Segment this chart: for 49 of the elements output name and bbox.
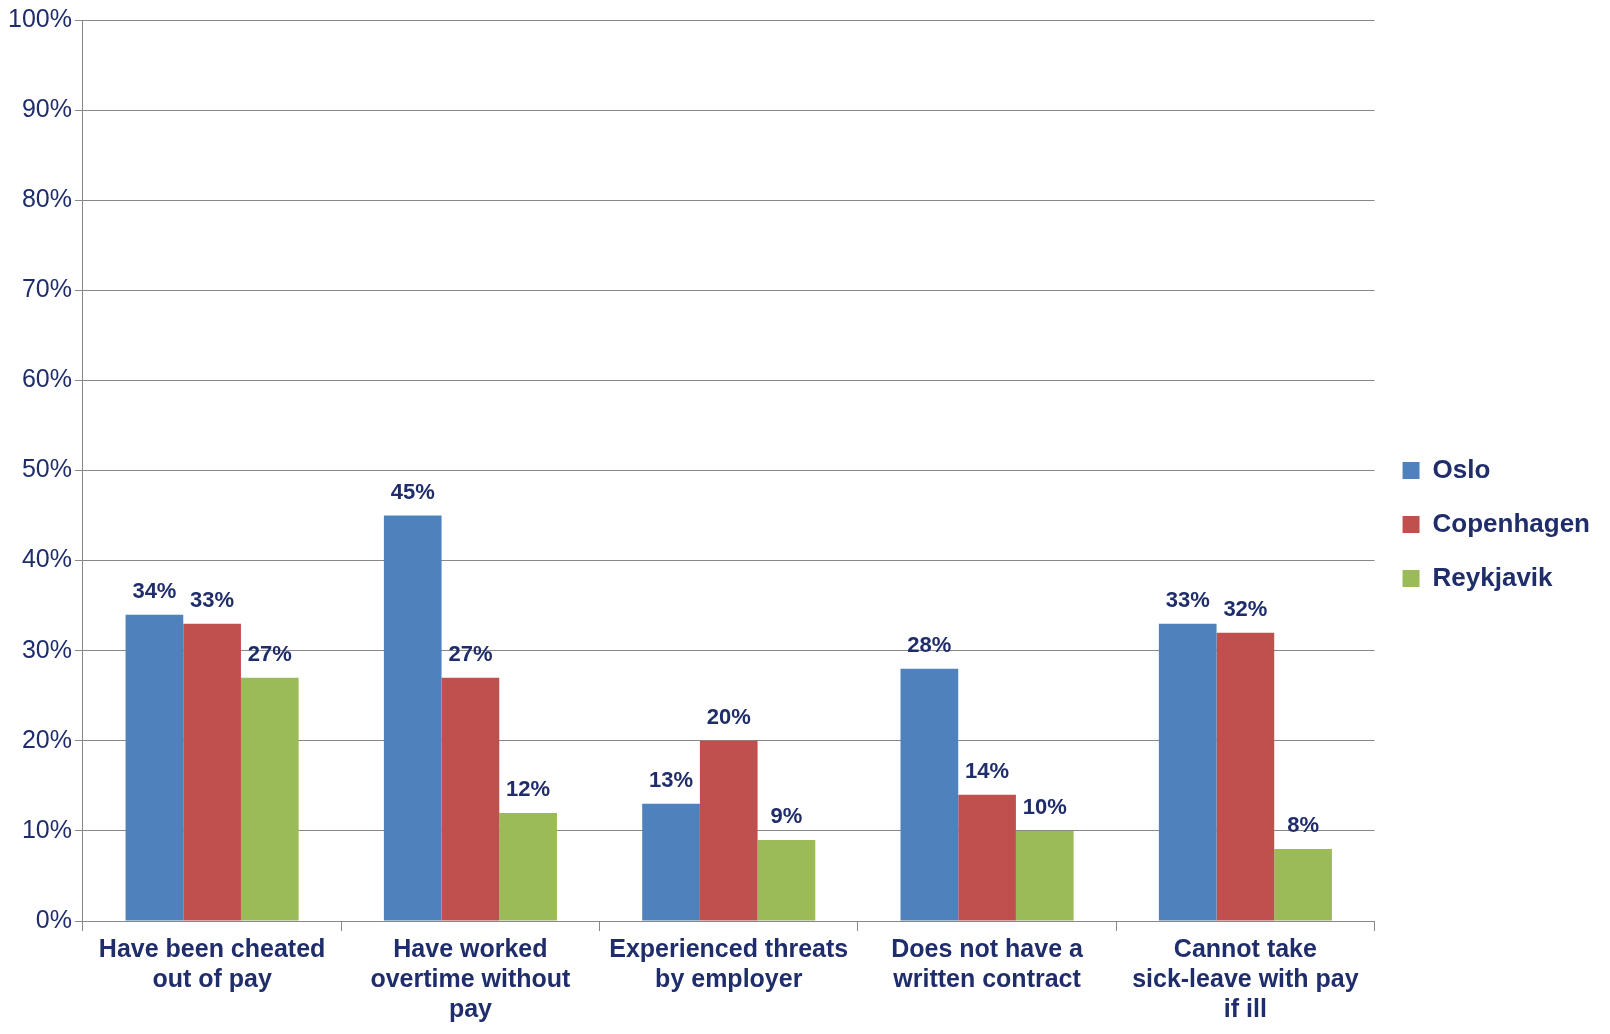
y-tick-label: 90% [21, 93, 72, 122]
data-label: 32% [1223, 595, 1268, 621]
data-label: 33% [1165, 586, 1210, 612]
x-tick-label: Have worked overtime without pay [370, 933, 572, 1022]
bar [900, 668, 959, 921]
bar [441, 677, 500, 921]
legend-label: Reykjavik [1432, 561, 1554, 592]
x-tick-label: Experienced threats by employer [609, 933, 849, 992]
data-label: 14% [965, 757, 1010, 783]
bar [183, 623, 241, 921]
data-label: 20% [706, 703, 751, 729]
bar [958, 794, 1016, 921]
bar [699, 740, 758, 921]
y-tick-label: 10% [21, 814, 72, 843]
data-label: 45% [390, 478, 435, 504]
bar [642, 803, 700, 921]
data-label: 28% [907, 631, 952, 657]
legend-label: Copenhagen [1432, 507, 1591, 538]
y-tick-label: 70% [21, 274, 72, 303]
legend-label: Oslo [1432, 453, 1491, 484]
data-label: 8% [1287, 811, 1319, 837]
data-label: 33% [190, 586, 235, 612]
y-tick-label: 80% [21, 184, 72, 213]
data-label: 27% [448, 640, 493, 666]
x-tick-label: Does not have a written contract [891, 933, 1085, 992]
y-tick-label: 0% [35, 904, 72, 933]
bar [1274, 848, 1332, 921]
y-tick-label: 50% [21, 454, 72, 483]
bar [1158, 623, 1217, 921]
data-label: 10% [1022, 793, 1067, 819]
y-tick-label: 40% [21, 544, 72, 573]
data-label: 34% [132, 577, 177, 603]
data-label: 9% [770, 802, 803, 828]
data-label: 12% [506, 775, 551, 801]
bar [499, 812, 557, 921]
y-tick-label: 20% [21, 724, 72, 753]
bar [757, 839, 816, 921]
bar [125, 614, 184, 921]
x-tick-label: Cannot take sick-leave with pay if ill [1132, 933, 1359, 1022]
bar [383, 515, 442, 921]
data-label: 27% [247, 640, 292, 666]
y-tick-label: 60% [21, 364, 72, 393]
y-tick-label: 100% [7, 3, 72, 32]
bar [1015, 830, 1074, 921]
x-tick-label: Have been cheated out of pay [98, 933, 326, 992]
y-tick-label: 30% [21, 634, 72, 663]
bar [1216, 632, 1275, 921]
bar [240, 677, 299, 921]
data-label: 13% [649, 766, 694, 792]
